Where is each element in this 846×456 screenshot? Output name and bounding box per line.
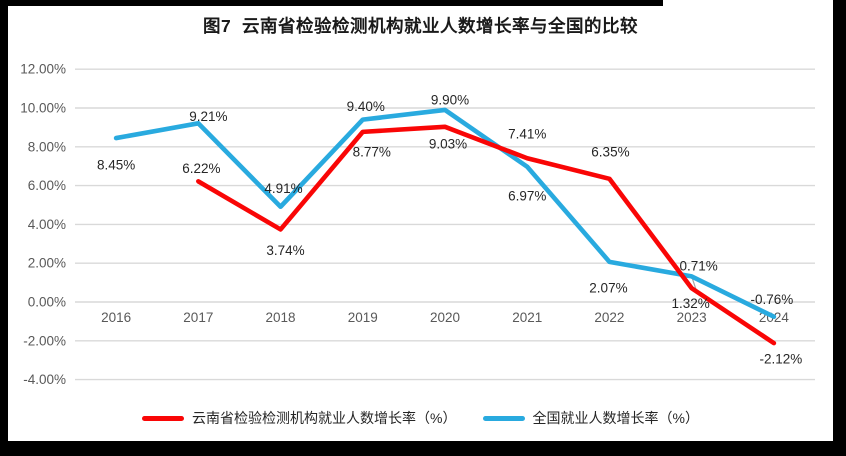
series-line-yunnan	[196, 124, 777, 346]
y-axis-tick-label: 10.00%	[20, 101, 66, 116]
data-label: 4.91%	[264, 181, 302, 196]
data-label: 6.22%	[182, 161, 220, 176]
y-axis-tick-label: 4.00%	[28, 217, 66, 232]
x-axis-category-label: 2017	[183, 310, 213, 325]
x-axis-category-label: 2018	[266, 310, 296, 325]
data-label: 2.07%	[589, 280, 627, 295]
y-axis-tick-label: 12.00%	[20, 62, 66, 77]
chart-canvas	[8, 6, 833, 441]
y-axis-tick-label: 2.00%	[28, 256, 66, 271]
legend-label: 云南省检验检测机构就业人数增长率（%）	[192, 410, 457, 426]
y-axis-tick-label: 8.00%	[28, 139, 66, 154]
data-label: 9.21%	[189, 109, 227, 124]
data-label: 6.35%	[591, 144, 629, 159]
y-axis-tick-label: 6.00%	[28, 178, 66, 193]
legend-item-national: 全国就业人数增长率（%）	[482, 408, 699, 428]
y-axis-tick-label: 0.00%	[28, 295, 66, 310]
data-label: 3.74%	[266, 243, 304, 258]
data-label: 8.45%	[97, 158, 135, 173]
data-label: 9.90%	[431, 92, 469, 107]
data-label: -0.76%	[750, 292, 793, 307]
x-axis-category-label: 2019	[348, 310, 378, 325]
data-label: 9.40%	[347, 99, 385, 114]
legend-line-marker	[482, 415, 525, 421]
legend-label: 全国就业人数增长率（%）	[532, 410, 699, 426]
x-axis-category-label: 2016	[101, 310, 131, 325]
legend-line-marker	[142, 415, 185, 421]
data-label: 7.41%	[508, 127, 546, 142]
data-label: 1.32%	[672, 296, 710, 311]
chart-title: 图7 云南省检验检测机构就业人数增长率与全国的比较	[203, 16, 638, 36]
data-label: -2.12%	[759, 352, 802, 367]
data-label: 0.71%	[680, 259, 718, 274]
data-label: 8.77%	[353, 144, 391, 159]
x-axis-category-label: 2021	[512, 310, 542, 325]
frame-top-notch	[663, 0, 833, 6]
y-axis-tick-label: -4.00%	[23, 372, 66, 387]
data-label: 9.03%	[429, 136, 467, 151]
data-label: 6.97%	[508, 188, 546, 203]
series-line-national	[113, 107, 777, 320]
chart-legend: 云南省检验检测机构就业人数增长率（%） 全国就业人数增长率（%）	[8, 406, 833, 430]
y-axis-tick-label: -2.00%	[23, 333, 66, 348]
x-axis-category-label: 2023	[677, 310, 707, 325]
legend-item-yunnan: 云南省检验检测机构就业人数增长率（%）	[142, 408, 457, 428]
x-axis-category-label: 2022	[594, 310, 624, 325]
x-axis-category-label: 2020	[430, 310, 460, 325]
